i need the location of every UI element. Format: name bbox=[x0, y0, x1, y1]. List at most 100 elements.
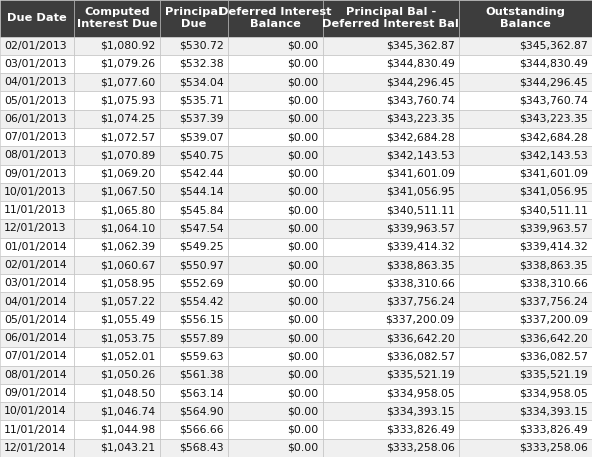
Text: $340,511.11: $340,511.11 bbox=[386, 205, 455, 215]
Text: $539.07: $539.07 bbox=[179, 132, 224, 142]
Bar bbox=[459, 366, 592, 384]
Bar bbox=[0, 420, 74, 439]
Text: $566.66: $566.66 bbox=[179, 425, 224, 435]
Text: 07/01/2013: 07/01/2013 bbox=[4, 132, 67, 142]
Bar bbox=[160, 183, 228, 201]
Text: $1,064.10: $1,064.10 bbox=[101, 223, 156, 234]
Text: $343,760.74: $343,760.74 bbox=[386, 96, 455, 106]
Bar bbox=[228, 128, 323, 146]
Text: $344,830.49: $344,830.49 bbox=[519, 59, 588, 69]
Text: $1,053.75: $1,053.75 bbox=[101, 333, 156, 343]
Text: $0.00: $0.00 bbox=[287, 169, 318, 179]
Text: $344,830.49: $344,830.49 bbox=[386, 59, 455, 69]
Text: $556.15: $556.15 bbox=[179, 315, 224, 325]
Bar bbox=[0, 256, 74, 274]
Text: 12/01/2014: 12/01/2014 bbox=[4, 443, 67, 453]
Text: $333,258.06: $333,258.06 bbox=[386, 443, 455, 453]
Bar bbox=[160, 201, 228, 219]
Bar bbox=[160, 366, 228, 384]
Text: $345,362.87: $345,362.87 bbox=[519, 41, 588, 51]
Bar bbox=[160, 256, 228, 274]
Bar bbox=[323, 311, 459, 329]
Bar bbox=[228, 183, 323, 201]
Text: $343,760.74: $343,760.74 bbox=[519, 96, 588, 106]
Text: $333,258.06: $333,258.06 bbox=[519, 443, 588, 453]
Bar bbox=[228, 292, 323, 311]
Bar bbox=[160, 292, 228, 311]
Text: 06/01/2013: 06/01/2013 bbox=[4, 114, 67, 124]
Bar bbox=[160, 55, 228, 73]
Bar bbox=[74, 439, 160, 457]
Bar bbox=[228, 91, 323, 110]
Bar bbox=[74, 0, 160, 37]
Text: $1,079.26: $1,079.26 bbox=[101, 59, 156, 69]
Text: $537.39: $537.39 bbox=[179, 114, 224, 124]
Bar bbox=[74, 110, 160, 128]
Bar bbox=[228, 274, 323, 292]
Text: $341,056.95: $341,056.95 bbox=[519, 187, 588, 197]
Text: $0.00: $0.00 bbox=[287, 297, 318, 307]
Bar bbox=[459, 402, 592, 420]
Bar bbox=[459, 238, 592, 256]
Bar bbox=[160, 110, 228, 128]
Bar bbox=[74, 219, 160, 238]
Text: 11/01/2013: 11/01/2013 bbox=[4, 205, 67, 215]
Text: $335,521.19: $335,521.19 bbox=[386, 370, 455, 380]
Text: $542.44: $542.44 bbox=[179, 169, 224, 179]
Bar bbox=[323, 91, 459, 110]
Text: Principal
Due: Principal Due bbox=[165, 7, 223, 30]
Bar bbox=[74, 128, 160, 146]
Bar bbox=[74, 274, 160, 292]
Text: $0.00: $0.00 bbox=[287, 333, 318, 343]
Text: 09/01/2013: 09/01/2013 bbox=[4, 169, 67, 179]
Text: $345,362.87: $345,362.87 bbox=[386, 41, 455, 51]
Text: Principal Bal -
Deferred Interest Bal: Principal Bal - Deferred Interest Bal bbox=[322, 7, 459, 30]
Text: $338,310.66: $338,310.66 bbox=[519, 278, 588, 288]
Bar bbox=[0, 0, 74, 37]
Bar bbox=[323, 439, 459, 457]
Text: $337,756.24: $337,756.24 bbox=[386, 297, 455, 307]
Bar bbox=[160, 73, 228, 91]
Text: $342,684.28: $342,684.28 bbox=[519, 132, 588, 142]
Text: $337,200.09: $337,200.09 bbox=[385, 315, 455, 325]
Bar bbox=[323, 146, 459, 165]
Text: $339,414.32: $339,414.32 bbox=[519, 242, 588, 252]
Text: 08/01/2013: 08/01/2013 bbox=[4, 150, 67, 160]
Text: $1,058.95: $1,058.95 bbox=[101, 278, 156, 288]
Text: $0.00: $0.00 bbox=[287, 96, 318, 106]
Text: $1,048.50: $1,048.50 bbox=[101, 388, 156, 398]
Bar bbox=[0, 384, 74, 402]
Text: $342,684.28: $342,684.28 bbox=[386, 132, 455, 142]
Text: 10/01/2014: 10/01/2014 bbox=[4, 406, 67, 416]
Bar bbox=[0, 165, 74, 183]
Text: Outstanding
Balance: Outstanding Balance bbox=[485, 7, 565, 30]
Text: $337,200.09: $337,200.09 bbox=[519, 315, 588, 325]
Text: $1,046.74: $1,046.74 bbox=[101, 406, 156, 416]
Text: 07/01/2014: 07/01/2014 bbox=[4, 351, 67, 361]
Bar bbox=[323, 384, 459, 402]
Bar bbox=[228, 384, 323, 402]
Text: $333,826.49: $333,826.49 bbox=[386, 425, 455, 435]
Text: $540.75: $540.75 bbox=[179, 150, 224, 160]
Text: $563.14: $563.14 bbox=[179, 388, 224, 398]
Bar bbox=[0, 37, 74, 55]
Text: 05/01/2014: 05/01/2014 bbox=[4, 315, 67, 325]
Text: $0.00: $0.00 bbox=[287, 425, 318, 435]
Text: $0.00: $0.00 bbox=[287, 205, 318, 215]
Bar bbox=[323, 366, 459, 384]
Text: $1,055.49: $1,055.49 bbox=[101, 315, 156, 325]
Bar bbox=[160, 311, 228, 329]
Text: 11/01/2014: 11/01/2014 bbox=[4, 425, 67, 435]
Text: $336,082.57: $336,082.57 bbox=[519, 351, 588, 361]
Bar bbox=[74, 256, 160, 274]
Text: 02/01/2014: 02/01/2014 bbox=[4, 260, 67, 270]
Bar bbox=[323, 55, 459, 73]
Text: $534.04: $534.04 bbox=[179, 77, 224, 87]
Text: $1,075.93: $1,075.93 bbox=[101, 96, 156, 106]
Text: $334,958.05: $334,958.05 bbox=[519, 388, 588, 398]
Text: 04/01/2014: 04/01/2014 bbox=[4, 297, 67, 307]
Bar bbox=[160, 347, 228, 366]
Bar bbox=[459, 37, 592, 55]
Text: Computed
Interest Due: Computed Interest Due bbox=[77, 7, 157, 30]
Bar bbox=[459, 439, 592, 457]
